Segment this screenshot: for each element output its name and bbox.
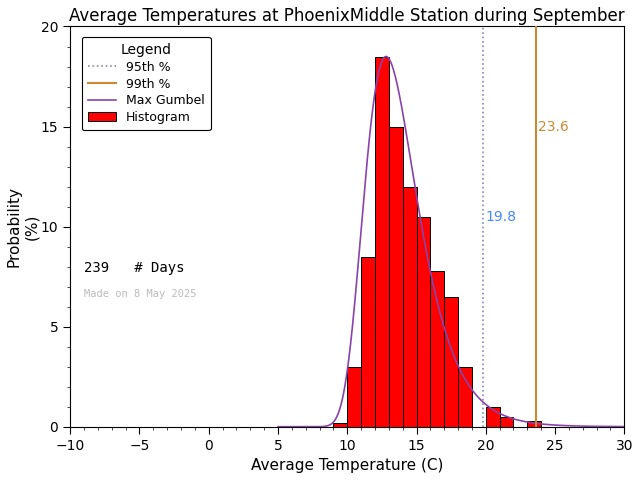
Title: Average Temperatures at PhoenixMiddle Station during September: Average Temperatures at PhoenixMiddle St… [69, 7, 625, 25]
Bar [333, 423, 348, 427]
Bar [500, 417, 513, 427]
Bar [388, 127, 403, 427]
Bar [361, 257, 375, 427]
Bar [527, 420, 541, 427]
Y-axis label: Probability
(%): Probability (%) [7, 186, 39, 267]
Bar [444, 297, 458, 427]
Text: 239   # Days: 239 # Days [84, 261, 184, 275]
Bar [458, 367, 472, 427]
Bar [430, 271, 444, 427]
Text: 19.8: 19.8 [485, 210, 516, 224]
Bar [417, 216, 430, 427]
Bar [403, 187, 417, 427]
Bar [348, 367, 361, 427]
Bar [375, 57, 388, 427]
Bar [486, 407, 500, 427]
X-axis label: Average Temperature (C): Average Temperature (C) [251, 458, 444, 473]
Legend: 95th %, 99th %, Max Gumbel, Histogram: 95th %, 99th %, Max Gumbel, Histogram [82, 37, 211, 130]
Text: 23.6: 23.6 [538, 120, 569, 133]
Text: Made on 8 May 2025: Made on 8 May 2025 [84, 288, 196, 299]
